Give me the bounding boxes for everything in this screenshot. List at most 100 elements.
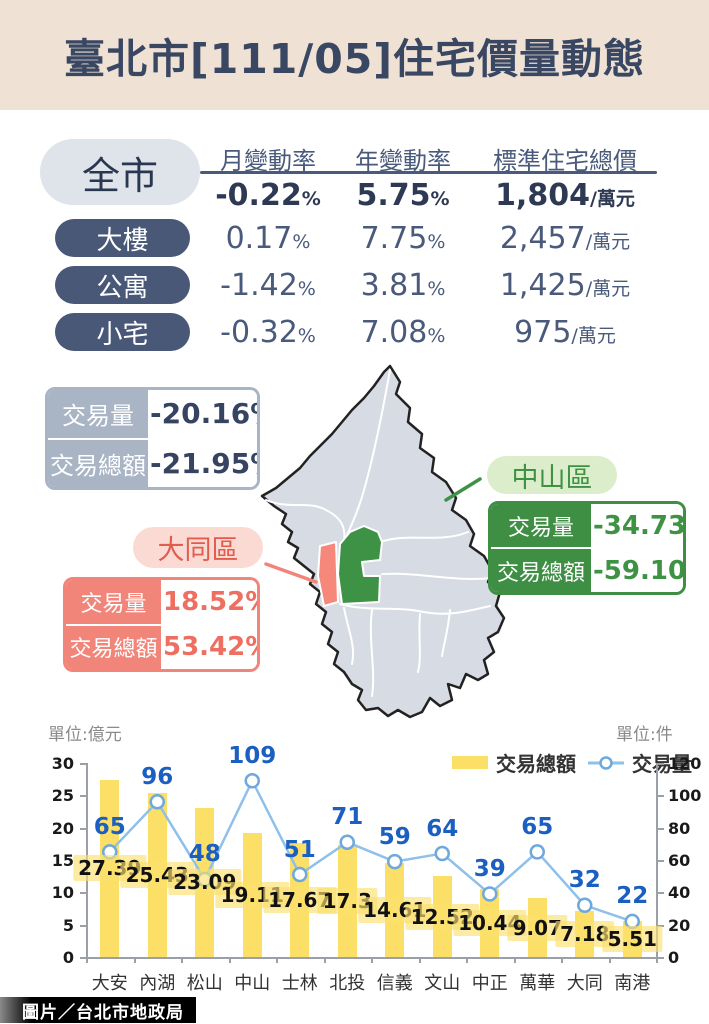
- x-category-label: 中正: [471, 973, 508, 994]
- taipei-district-map: [260, 364, 506, 719]
- line-value-label: 65: [93, 813, 126, 840]
- line-marker-icon: [588, 755, 624, 770]
- bar-value-label: 9.07: [507, 914, 567, 941]
- left-axis-tick-label: 20: [51, 818, 74, 838]
- right-axis-unit: 單位:件: [616, 725, 673, 745]
- right-axis-line: [656, 763, 658, 957]
- title-banner: 臺北市[111/05]住宅價量動態: [0, 0, 709, 110]
- x-category-label: 內湖: [139, 973, 176, 994]
- line-value-label: 65: [521, 813, 554, 840]
- column-header-year: 年變動率: [355, 147, 451, 175]
- building-year-value: 7.75%: [360, 221, 446, 256]
- line-value-label: 51: [283, 836, 316, 863]
- right-axis-tick: [658, 795, 664, 798]
- x-category-label: 文山: [424, 973, 461, 994]
- x-category-label: 萬華: [519, 973, 556, 994]
- line-value-label: 59: [378, 823, 411, 850]
- district-datong: [317, 541, 339, 607]
- apartment-price-value: 1,425/萬元: [499, 268, 631, 303]
- smallhome-price-value: 975/萬元: [514, 315, 616, 350]
- datong-table: 交易量 18.52% 交易總額 53.42%: [63, 577, 260, 672]
- city-year-value: 5.75%: [356, 178, 450, 213]
- x-category-label: 大安: [91, 973, 128, 994]
- zhongshan-table: 交易量 -34.73% 交易總額 -59.10%: [488, 501, 686, 595]
- line-value-label: 39: [473, 855, 506, 882]
- line-marker-point: [434, 845, 450, 862]
- header-divider: [200, 171, 657, 174]
- left-axis-tick: [80, 924, 86, 927]
- x-category-label: 信義: [376, 973, 413, 994]
- left-axis-tick: [80, 957, 86, 959]
- datong-volume-value: 18.52%: [163, 580, 257, 624]
- column-header-price: 標準住宅總價: [493, 147, 637, 175]
- city-volume-value: -20.16%: [150, 390, 257, 438]
- right-axis-tick: [658, 827, 664, 830]
- x-axis-tick: [656, 957, 658, 963]
- x-category-label: 松山: [186, 973, 223, 994]
- right-axis-tick-label: 60: [668, 851, 691, 870]
- line-value-label: 71: [331, 804, 364, 831]
- x-category-label: 北投: [329, 973, 366, 994]
- datong-connector-line: [264, 562, 318, 584]
- city-month-value: -0.22%: [215, 178, 321, 213]
- x-axis-tick: [608, 957, 611, 963]
- row-pill-building: 大樓: [55, 219, 190, 257]
- city-volume-label: 交易量: [48, 390, 148, 438]
- column-header-month: 月變動率: [220, 147, 316, 175]
- page-title: 臺北市[111/05]住宅價量動態: [63, 35, 646, 83]
- right-axis-tick-label: 40: [668, 883, 691, 903]
- line-value-label: 48: [188, 841, 221, 868]
- x-axis-tick: [561, 957, 563, 963]
- left-axis-tick: [80, 827, 86, 830]
- city-summary-table: 交易量 -20.16% 交易總額 -21.95%: [45, 387, 260, 490]
- x-axis-tick: [228, 957, 231, 963]
- right-axis-tick: [658, 892, 664, 895]
- right-axis-tick: [658, 763, 664, 765]
- zhongshan-connector-line: [444, 477, 482, 502]
- right-axis-tick-label: 0: [668, 948, 680, 967]
- city-price-value: 1,804/萬元: [495, 178, 635, 213]
- smallhome-month-value: -0.32%: [220, 315, 316, 350]
- x-axis-tick: [418, 957, 421, 963]
- datong-pill: 大同區: [133, 527, 263, 568]
- x-axis-tick: [276, 957, 278, 963]
- right-axis-tick-label: 80: [668, 818, 691, 838]
- left-axis-tick-label: 5: [62, 915, 74, 935]
- left-axis-tick: [80, 795, 86, 798]
- line-value-label: 96: [141, 763, 174, 790]
- right-axis-tick-label: 20: [668, 915, 691, 935]
- bar-swatch-icon: [452, 756, 488, 769]
- x-axis-tick: [466, 957, 468, 963]
- left-axis-tick: [80, 892, 86, 895]
- zhongshan-amount-value: -59.10%: [593, 549, 683, 592]
- city-amount-value: -21.95%: [150, 439, 257, 487]
- x-axis-tick: [323, 957, 326, 963]
- bar-value-label: 5.51: [602, 926, 662, 953]
- left-axis-tick: [80, 763, 86, 765]
- row-pill-apartment: 公寓: [55, 266, 190, 304]
- city-amount-label: 交易總額: [48, 439, 148, 487]
- right-axis-tick-label: 120: [668, 754, 702, 773]
- line-value-label: 64: [426, 815, 459, 842]
- chart-legend: 交易總額 交易量: [452, 748, 692, 777]
- x-axis-tick: [181, 957, 183, 963]
- right-axis-tick: [658, 957, 664, 959]
- district-zhongshan: [337, 525, 383, 605]
- zhongshan-amount-label: 交易總額: [491, 549, 591, 592]
- left-axis-tick-label: 25: [51, 786, 74, 806]
- smallhome-year-value: 7.08%: [360, 315, 446, 350]
- row-pill-smallhome: 小宅: [55, 313, 190, 351]
- line-marker-point: [244, 773, 260, 789]
- district-boundaries: [265, 369, 493, 697]
- legend-item-amount: 交易總額: [452, 748, 576, 777]
- zhongshan-volume-label: 交易量: [491, 504, 591, 547]
- line-value-label: 22: [616, 883, 649, 910]
- scope-pill-allcity: 全市: [40, 139, 200, 205]
- datong-amount-label: 交易總額: [66, 625, 161, 669]
- line-marker-point: [529, 844, 545, 860]
- x-category-label: 大同: [566, 973, 603, 994]
- x-axis-tick: [133, 957, 136, 963]
- datong-volume-label: 交易量: [66, 580, 161, 624]
- datong-amount-value: 53.42%: [163, 625, 257, 669]
